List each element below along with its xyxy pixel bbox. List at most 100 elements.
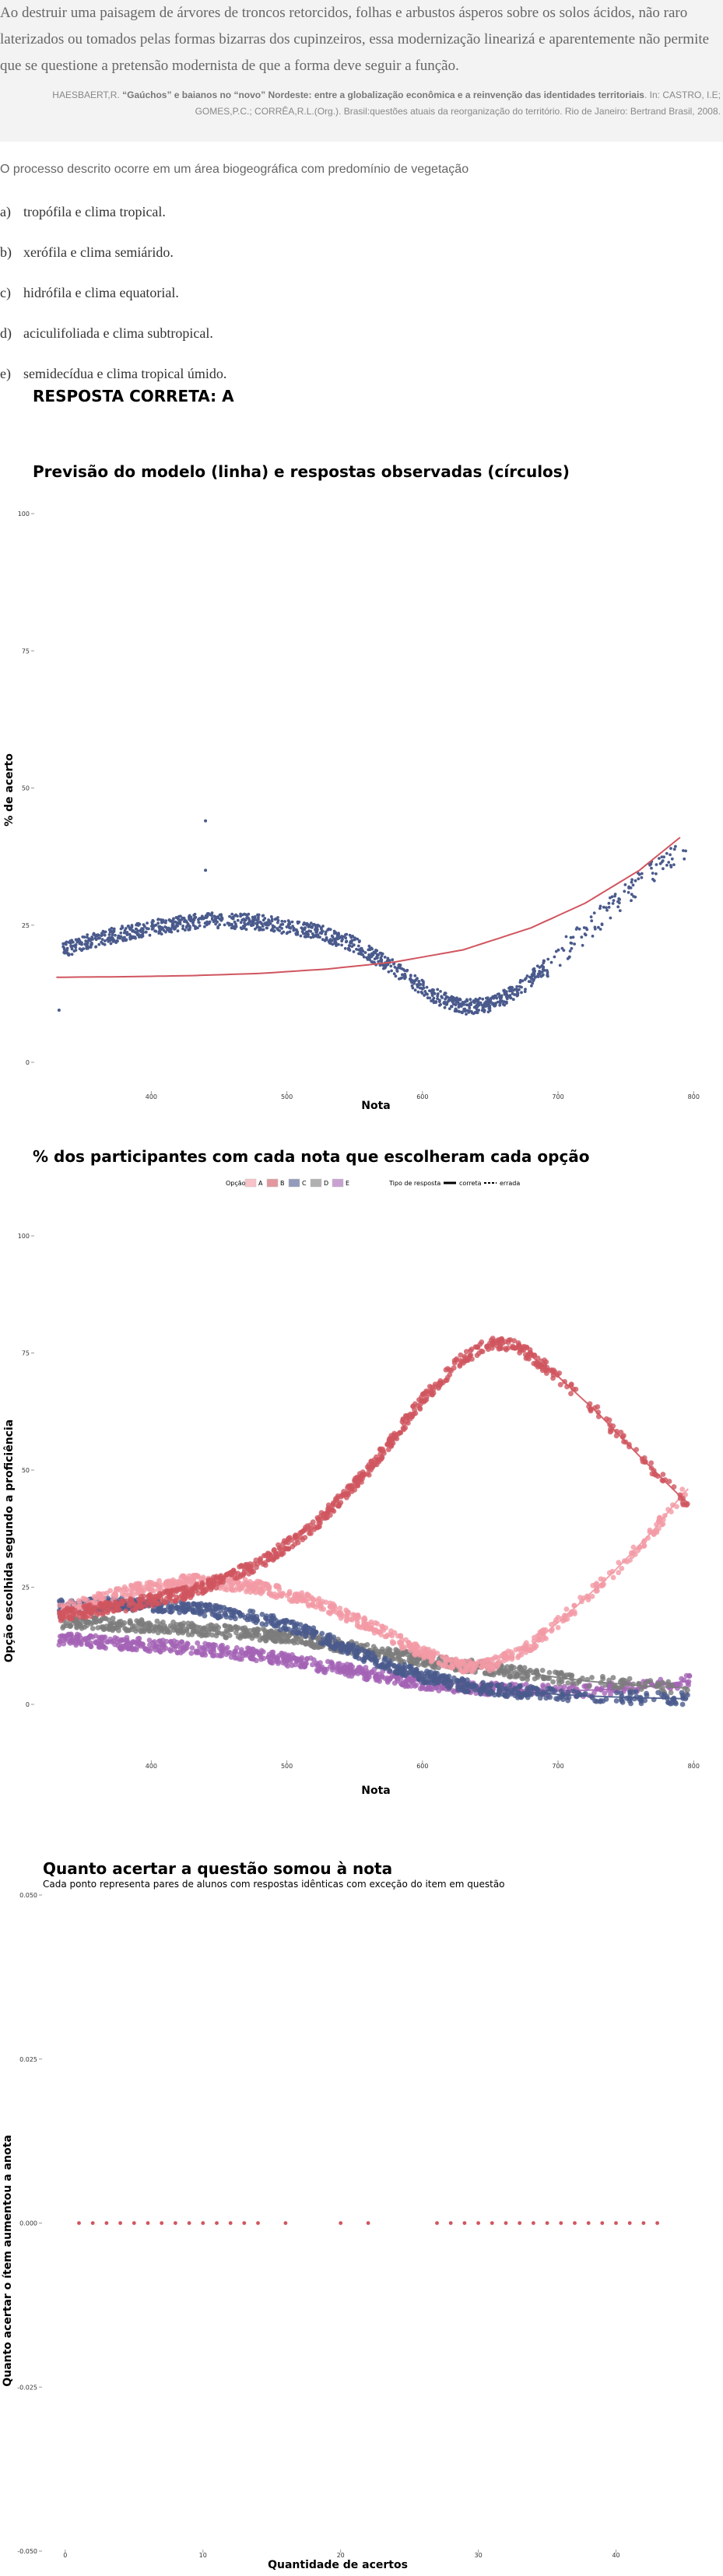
observed-point xyxy=(573,942,576,946)
option-letter: e) xyxy=(0,366,11,381)
citation-rest: . In: CASTRO, I.E; GOMES,P.C.; CORRÊA,R.… xyxy=(195,89,721,117)
point-a xyxy=(82,1597,87,1602)
point-e xyxy=(450,1688,456,1693)
observed-point xyxy=(263,917,267,920)
observed-point xyxy=(297,921,300,925)
point-a xyxy=(630,1544,637,1550)
observed-point xyxy=(450,1005,453,1008)
point-c xyxy=(312,1629,318,1635)
point-e xyxy=(285,1663,291,1669)
observed-point xyxy=(518,984,521,988)
observed-point xyxy=(356,944,360,948)
observed-point xyxy=(476,1002,479,1006)
point-a xyxy=(484,1657,490,1662)
point-a xyxy=(142,1585,148,1590)
observed-point xyxy=(634,895,637,899)
observed-point xyxy=(530,975,534,979)
point-b xyxy=(119,1599,125,1606)
citation: HAESBAERT,R. “Gaúchos” e baianos no “nov… xyxy=(36,87,721,120)
observed-point xyxy=(562,949,566,952)
point-c xyxy=(533,1686,539,1691)
point-d xyxy=(229,1627,235,1632)
point-a xyxy=(516,1653,521,1658)
observed-point xyxy=(267,919,271,923)
option-text: hidrófila e clima equatorial. xyxy=(23,285,179,300)
x-tick-label: 400 xyxy=(146,1763,157,1770)
point-e xyxy=(404,1676,410,1683)
observed-point xyxy=(219,914,223,918)
point-e xyxy=(358,1669,364,1676)
x-tick-label: 800 xyxy=(688,1093,700,1100)
option-a[interactable]: a) tropófila e clima tropical. xyxy=(0,204,166,220)
observed-point xyxy=(465,998,469,1002)
observed-point xyxy=(156,921,160,925)
observed-point xyxy=(492,996,496,1000)
point-a xyxy=(388,1628,394,1634)
point-d xyxy=(254,1626,260,1632)
observed-point xyxy=(549,960,553,964)
point-a xyxy=(297,1596,304,1602)
legend-title-options: Opção xyxy=(226,1180,246,1187)
observed-point xyxy=(485,996,488,1000)
observed-point xyxy=(130,926,133,929)
observed-point xyxy=(539,974,543,978)
quote-box: Ao destruir uma paisagem de árvores de t… xyxy=(0,0,723,142)
observed-point xyxy=(321,938,325,942)
observed-point xyxy=(119,931,123,935)
point-e xyxy=(157,1649,163,1655)
observed-point xyxy=(374,951,377,955)
observed-point xyxy=(416,977,419,981)
observed-point xyxy=(357,952,360,956)
observed-point xyxy=(419,990,423,994)
point-d xyxy=(589,1675,595,1680)
option-e[interactable]: e) semidecídua e clima tropical úmido. xyxy=(0,366,226,382)
observed-point xyxy=(344,940,348,944)
point-c xyxy=(492,1692,497,1698)
observed-point xyxy=(655,863,658,866)
point-a xyxy=(309,1595,315,1601)
point-b xyxy=(280,1541,286,1547)
observed-point xyxy=(210,911,214,914)
point-e xyxy=(128,1646,134,1651)
point-a xyxy=(276,1591,283,1597)
observed-point xyxy=(613,894,616,898)
observed-point xyxy=(198,917,202,920)
observed-point xyxy=(569,935,573,939)
point-e xyxy=(211,1649,217,1655)
point-e xyxy=(686,1673,693,1679)
point-a xyxy=(272,1591,278,1597)
point-d xyxy=(268,1635,274,1641)
option-b[interactable]: b) xerófila e clima semiárido. xyxy=(0,244,174,261)
observed-point xyxy=(141,930,145,934)
option-d[interactable]: d) aciculifoliada e clima subtropical. xyxy=(0,325,213,342)
point-d xyxy=(185,1632,191,1637)
point-d xyxy=(539,1668,546,1673)
observed-point xyxy=(612,899,616,902)
point-e xyxy=(428,1686,433,1692)
point-d xyxy=(504,1664,511,1670)
observed-point xyxy=(684,849,687,853)
observed-point xyxy=(451,1000,455,1003)
point-d xyxy=(602,1683,609,1688)
option-c[interactable]: c) hidrófila e clima equatorial. xyxy=(0,285,179,301)
point-c xyxy=(668,1700,673,1707)
observed-point xyxy=(469,1009,472,1013)
point-e xyxy=(608,1692,613,1697)
point-e xyxy=(163,1645,169,1651)
option-letter: c) xyxy=(0,285,11,300)
point-e xyxy=(329,1661,335,1666)
legend-label-c: C xyxy=(302,1180,307,1187)
observed-point xyxy=(380,958,384,962)
observed-point xyxy=(267,923,270,927)
point-c xyxy=(565,1690,571,1696)
observed-point xyxy=(246,922,249,925)
observed-point xyxy=(230,922,233,926)
observed-point xyxy=(216,926,219,930)
point-d xyxy=(507,1674,513,1680)
point-c xyxy=(361,1657,367,1663)
observed-point xyxy=(128,932,132,936)
observed-point xyxy=(377,953,380,956)
observed-point xyxy=(404,975,407,979)
point-c xyxy=(319,1630,325,1637)
point-d xyxy=(160,1620,166,1625)
